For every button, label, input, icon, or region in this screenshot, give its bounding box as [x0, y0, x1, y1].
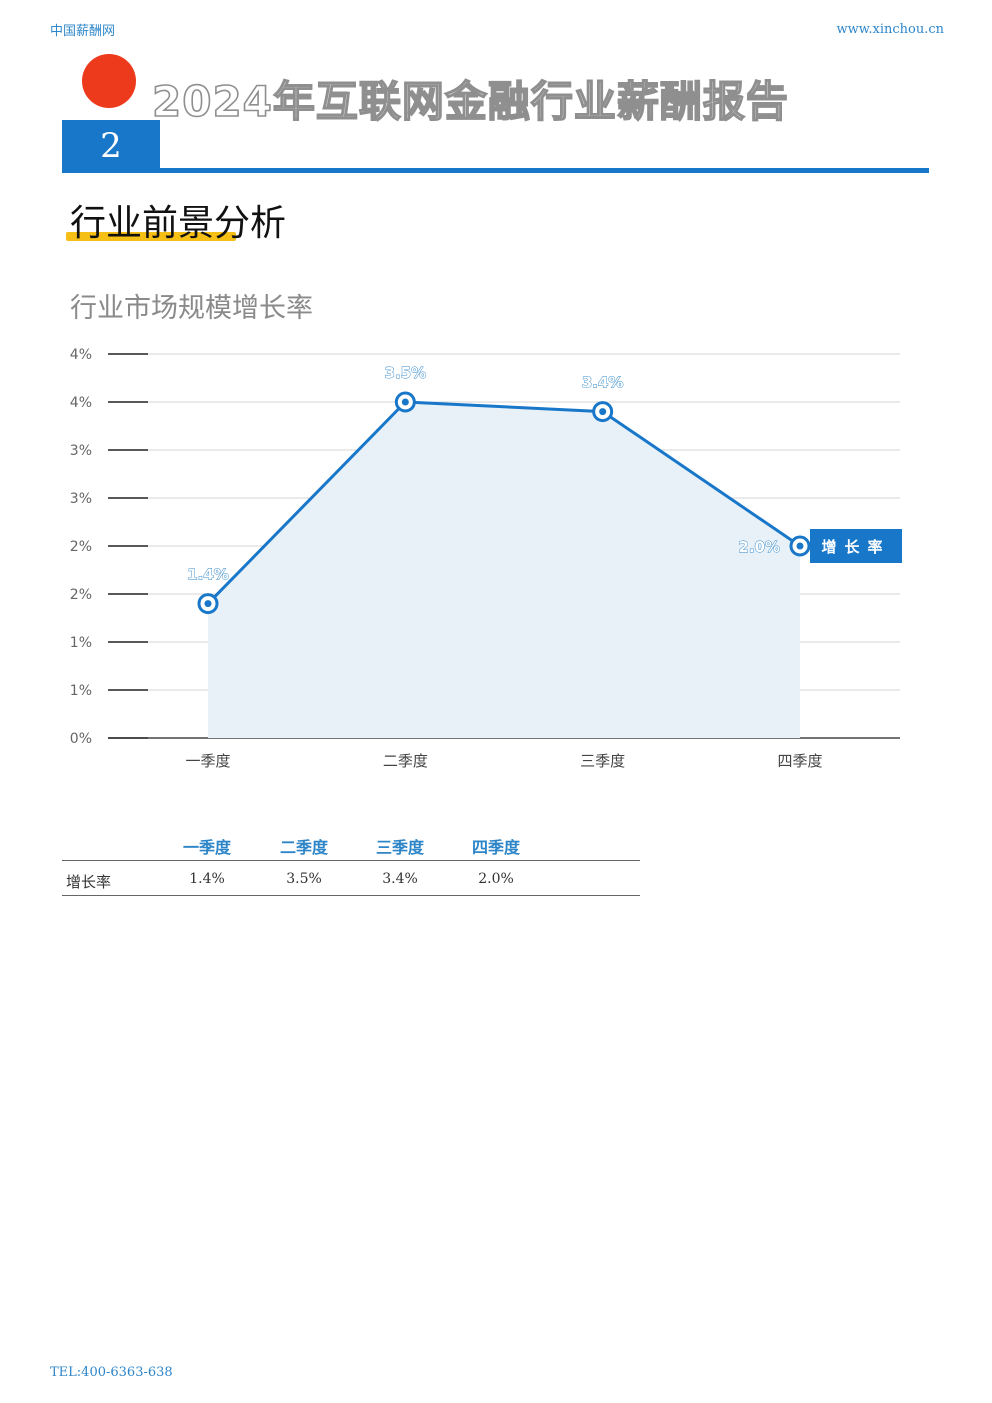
- data-point-center: [599, 408, 607, 416]
- red-circle-decoration: [82, 54, 136, 108]
- x-tick-label: 四季度: [777, 752, 822, 770]
- data-label: 2.0%: [738, 538, 780, 556]
- x-tick-label: 三季度: [580, 752, 625, 770]
- y-tick-label: 2%: [70, 539, 92, 555]
- y-tick-label: 1%: [70, 683, 92, 699]
- site-url[interactable]: www.xinchou.cn: [836, 22, 944, 37]
- legend-box: [810, 529, 902, 563]
- legend-label: 增长率: [821, 538, 890, 556]
- table-row-label: 增长率: [66, 873, 112, 891]
- table-header-q2: 二季度: [279, 838, 329, 857]
- table-cell-q4: 2.0%: [478, 871, 514, 887]
- section-number: 2: [100, 126, 122, 166]
- table-cell-q1: 1.4%: [189, 871, 225, 887]
- x-tick-label: 二季度: [383, 752, 428, 770]
- section-title-underline: [66, 232, 236, 241]
- data-point-center: [796, 542, 804, 550]
- table-rule-top: [62, 860, 640, 861]
- data-label: 1.4%: [187, 566, 229, 584]
- y-tick-label: 4%: [70, 347, 92, 363]
- site-name[interactable]: 中国薪酬网: [50, 24, 116, 39]
- table-cell-q3: 3.4%: [382, 871, 418, 887]
- data-point-center: [401, 398, 409, 406]
- table-cell-q2: 3.5%: [286, 871, 322, 887]
- footer-phone: TEL:400-6363-638: [50, 1365, 173, 1380]
- table-header-q4: 四季度: [471, 838, 521, 857]
- y-tick-label: 2%: [70, 587, 92, 603]
- data-table: 一季度 二季度 三季度 四季度 增长率 1.4% 3.5% 3.4% 2.0%: [62, 830, 640, 896]
- report-title: 2024年互联网金融行业薪酬报告: [151, 76, 789, 127]
- y-tick-label: 3%: [70, 443, 92, 459]
- growth-rate-chart: 0% 1% 1% 2% 2% 3% 3% 4% 4% 一季度 二季度 三季度 四季度 1.4% 3.5% 3.…: [70, 347, 902, 770]
- table-header-q3: 三季度: [375, 838, 425, 857]
- table-header-q1: 一季度: [182, 838, 232, 857]
- header-divider: [62, 168, 929, 173]
- table-rule-bottom: [62, 895, 640, 896]
- series-area-fill: [208, 402, 800, 738]
- table-header-row: 一季度 二季度 三季度 四季度: [62, 830, 640, 860]
- section-title: 行业前景分析: [70, 203, 287, 244]
- data-label: 3.4%: [582, 374, 624, 392]
- y-tick-label: 3%: [70, 491, 92, 507]
- y-tick-label: 0%: [70, 731, 92, 747]
- data-label: 3.5%: [385, 364, 427, 382]
- section-number-badge: 2: [62, 120, 160, 172]
- series-line: [206, 400, 801, 605]
- chart-title: 行业市场规模增长率: [70, 293, 313, 324]
- table-row: 增长率 1.4% 3.5% 3.4% 2.0%: [62, 861, 640, 895]
- x-tick-label: 一季度: [185, 752, 230, 770]
- y-tick-label: 4%: [70, 395, 92, 411]
- y-tick-label: 1%: [70, 635, 92, 651]
- data-point-center: [204, 600, 212, 608]
